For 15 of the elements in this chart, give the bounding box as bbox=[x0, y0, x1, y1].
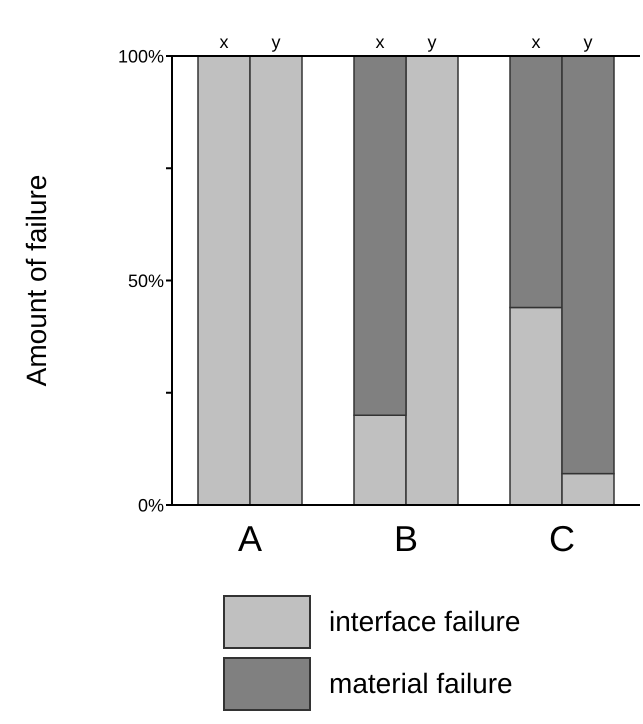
y-axis-title: Amount of failure bbox=[20, 174, 52, 386]
x-tick-label: y bbox=[584, 32, 592, 52]
text: B bbox=[394, 518, 418, 559]
x-tick-label: x bbox=[220, 32, 228, 52]
y-tick-label: 0% bbox=[138, 495, 164, 516]
x-tick-label: y bbox=[428, 32, 436, 52]
y-tick-label: 100% bbox=[118, 46, 164, 66]
x-tick-label: x bbox=[376, 32, 384, 52]
legend-label: material failure bbox=[329, 668, 513, 700]
y-tick-label: 50% bbox=[128, 270, 164, 291]
legend-label: interface failure bbox=[329, 606, 520, 638]
text: C bbox=[549, 518, 575, 559]
x-tick-label: y bbox=[272, 32, 280, 52]
text: A bbox=[238, 518, 262, 559]
x-tick-label: x bbox=[532, 32, 540, 52]
